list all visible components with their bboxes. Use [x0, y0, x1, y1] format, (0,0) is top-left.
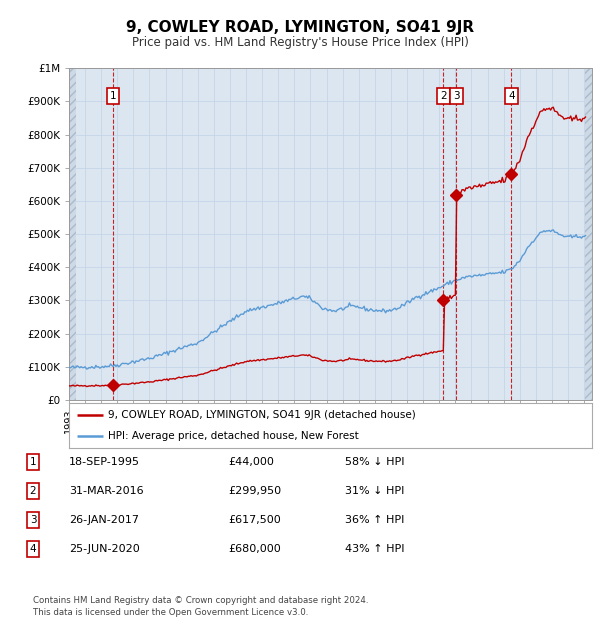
Text: 31-MAR-2016: 31-MAR-2016	[69, 486, 143, 496]
Text: 36% ↑ HPI: 36% ↑ HPI	[345, 515, 404, 525]
Text: HPI: Average price, detached house, New Forest: HPI: Average price, detached house, New …	[108, 430, 359, 441]
Text: 25-JUN-2020: 25-JUN-2020	[69, 544, 140, 554]
Text: Price paid vs. HM Land Registry's House Price Index (HPI): Price paid vs. HM Land Registry's House …	[131, 36, 469, 49]
Text: £299,950: £299,950	[228, 486, 281, 496]
Text: 18-SEP-1995: 18-SEP-1995	[69, 457, 140, 467]
Text: 2: 2	[440, 91, 446, 102]
Bar	[586, 68, 593, 400]
Text: 9, COWLEY ROAD, LYMINGTON, SO41 9JR: 9, COWLEY ROAD, LYMINGTON, SO41 9JR	[126, 20, 474, 35]
Text: £680,000: £680,000	[228, 544, 281, 554]
Text: 3: 3	[453, 91, 460, 102]
Text: 58% ↓ HPI: 58% ↓ HPI	[345, 457, 404, 467]
Text: 43% ↑ HPI: 43% ↑ HPI	[345, 544, 404, 554]
Text: 2: 2	[29, 486, 37, 496]
Bar	[69, 68, 76, 400]
Text: 3: 3	[29, 515, 37, 525]
Text: 31% ↓ HPI: 31% ↓ HPI	[345, 486, 404, 496]
Text: 26-JAN-2017: 26-JAN-2017	[69, 515, 139, 525]
Text: 1: 1	[29, 457, 37, 467]
Text: 4: 4	[29, 544, 37, 554]
Text: £44,000: £44,000	[228, 457, 274, 467]
Text: Contains HM Land Registry data © Crown copyright and database right 2024.
This d: Contains HM Land Registry data © Crown c…	[33, 596, 368, 617]
Text: £617,500: £617,500	[228, 515, 281, 525]
Text: 4: 4	[508, 91, 515, 102]
Text: 9, COWLEY ROAD, LYMINGTON, SO41 9JR (detached house): 9, COWLEY ROAD, LYMINGTON, SO41 9JR (det…	[108, 410, 416, 420]
Text: 1: 1	[109, 91, 116, 102]
